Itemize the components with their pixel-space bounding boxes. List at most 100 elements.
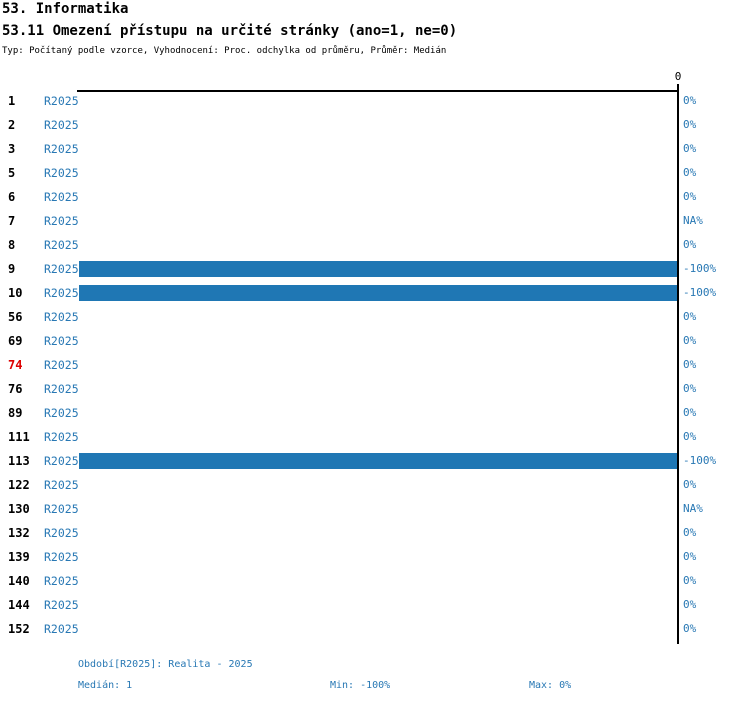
row-number: 140 [8,574,30,588]
row-number: 122 [8,478,30,492]
footer-max: Max: 0% [529,680,572,691]
row-value-label: 0% [683,190,697,203]
row-value-label: 0% [683,622,697,635]
row-number: 5 [8,166,16,180]
row-value-label: NA% [683,502,703,515]
row-period-link[interactable]: R2025 [44,142,79,156]
row-number: 3 [8,142,16,156]
row-value-label: 0% [683,550,697,563]
row-number: 9 [8,262,16,276]
row-period-link[interactable]: R2025 [44,238,79,252]
row-period-link[interactable]: R2025 [44,574,79,588]
row-number: 89 [8,406,23,420]
row-value-label: 0% [683,166,697,179]
row-period-link[interactable]: R2025 [44,358,79,372]
row-value-label: 0% [683,238,697,251]
chart-row: 122 R2025 0% [0,473,750,497]
row-number: 10 [8,286,23,300]
footer-min: Min: -100% [330,680,391,691]
axis-zero-label: 0 [674,70,682,83]
row-value-label: -100% [683,454,717,467]
footer-period: Období[R2025]: Realita - 2025 [78,659,253,670]
chart-row: 113 R2025 -100% [0,449,750,473]
row-number: 152 [8,622,30,636]
chart-row: 9 R2025 -100% [0,257,750,281]
row-period-link[interactable]: R2025 [44,286,79,300]
question-title: 53.11 Omezení přístupu na určité stránky… [2,23,458,39]
row-value-label: 0% [683,118,697,131]
row-value-label: 0% [683,310,697,323]
chart-row: 2 R2025 0% [0,113,750,137]
row-number: 111 [8,430,30,444]
row-period-link[interactable]: R2025 [44,214,79,228]
row-period-link[interactable]: R2025 [44,598,79,612]
chart-row: 69 R2025 0% [0,329,750,353]
row-number: 1 [8,94,16,108]
row-number: 69 [8,334,23,348]
row-value-label: 0% [683,406,697,419]
row-number: 144 [8,598,30,612]
row-period-link[interactable]: R2025 [44,118,79,132]
chart-row: 132 R2025 0% [0,521,750,545]
row-period-link[interactable]: R2025 [44,622,79,636]
chart-row: 8 R2025 0% [0,233,750,257]
row-value-label: 0% [683,574,697,587]
chart-row: 3 R2025 0% [0,137,750,161]
row-number: 74 [8,358,23,372]
row-number: 8 [8,238,16,252]
row-value-label: 0% [683,142,697,155]
category-title: 53. Informatika [2,1,129,17]
row-period-link[interactable]: R2025 [44,382,79,396]
row-number: 132 [8,526,30,540]
row-value-label: 0% [683,598,697,611]
row-value-label: 0% [683,94,697,107]
chart-row: 6 R2025 0% [0,185,750,209]
row-number: 130 [8,502,30,516]
row-period-link[interactable]: R2025 [44,94,79,108]
chart-row: 1 R2025 0% [0,89,750,113]
chart-row: 152 R2025 0% [0,617,750,641]
row-number: 7 [8,214,16,228]
row-number: 6 [8,190,16,204]
chart-row: 74 R2025 0% [0,353,750,377]
row-value-label: 0% [683,382,697,395]
row-period-link[interactable]: R2025 [44,310,79,324]
row-period-link[interactable]: R2025 [44,550,79,564]
chart-row: 7 R2025 NA% [0,209,750,233]
row-bar [79,285,677,301]
chart-row: 56 R2025 0% [0,305,750,329]
row-bar [79,453,677,469]
plot-top-line [77,90,679,92]
chart-row: 5 R2025 0% [0,161,750,185]
row-value-label: -100% [683,286,717,299]
chart-row: 140 R2025 0% [0,569,750,593]
row-number: 139 [8,550,30,564]
footer-median: Medián: 1 [78,680,133,691]
zero-axis-line [677,84,679,644]
chart-row: 111 R2025 0% [0,425,750,449]
chart-row: 130 R2025 NA% [0,497,750,521]
row-period-link[interactable]: R2025 [44,502,79,516]
row-number: 2 [8,118,16,132]
row-value-label: NA% [683,214,703,227]
row-period-link[interactable]: R2025 [44,190,79,204]
row-period-link[interactable]: R2025 [44,526,79,540]
chart-row: 139 R2025 0% [0,545,750,569]
row-period-link[interactable]: R2025 [44,262,79,276]
row-value-label: 0% [683,358,697,371]
row-number: 56 [8,310,23,324]
row-period-link[interactable]: R2025 [44,334,79,348]
meta-line: Typ: Počítaný podle vzorce, Vyhodnocení:… [2,46,447,56]
row-period-link[interactable]: R2025 [44,430,79,444]
row-period-link[interactable]: R2025 [44,454,79,468]
row-period-link[interactable]: R2025 [44,166,79,180]
row-value-label: 0% [683,334,697,347]
row-bar [79,261,677,277]
row-period-link[interactable]: R2025 [44,406,79,420]
chart-row: 76 R2025 0% [0,377,750,401]
row-value-label: 0% [683,430,697,443]
row-period-link[interactable]: R2025 [44,478,79,492]
row-value-label: 0% [683,526,697,539]
row-number: 113 [8,454,30,468]
